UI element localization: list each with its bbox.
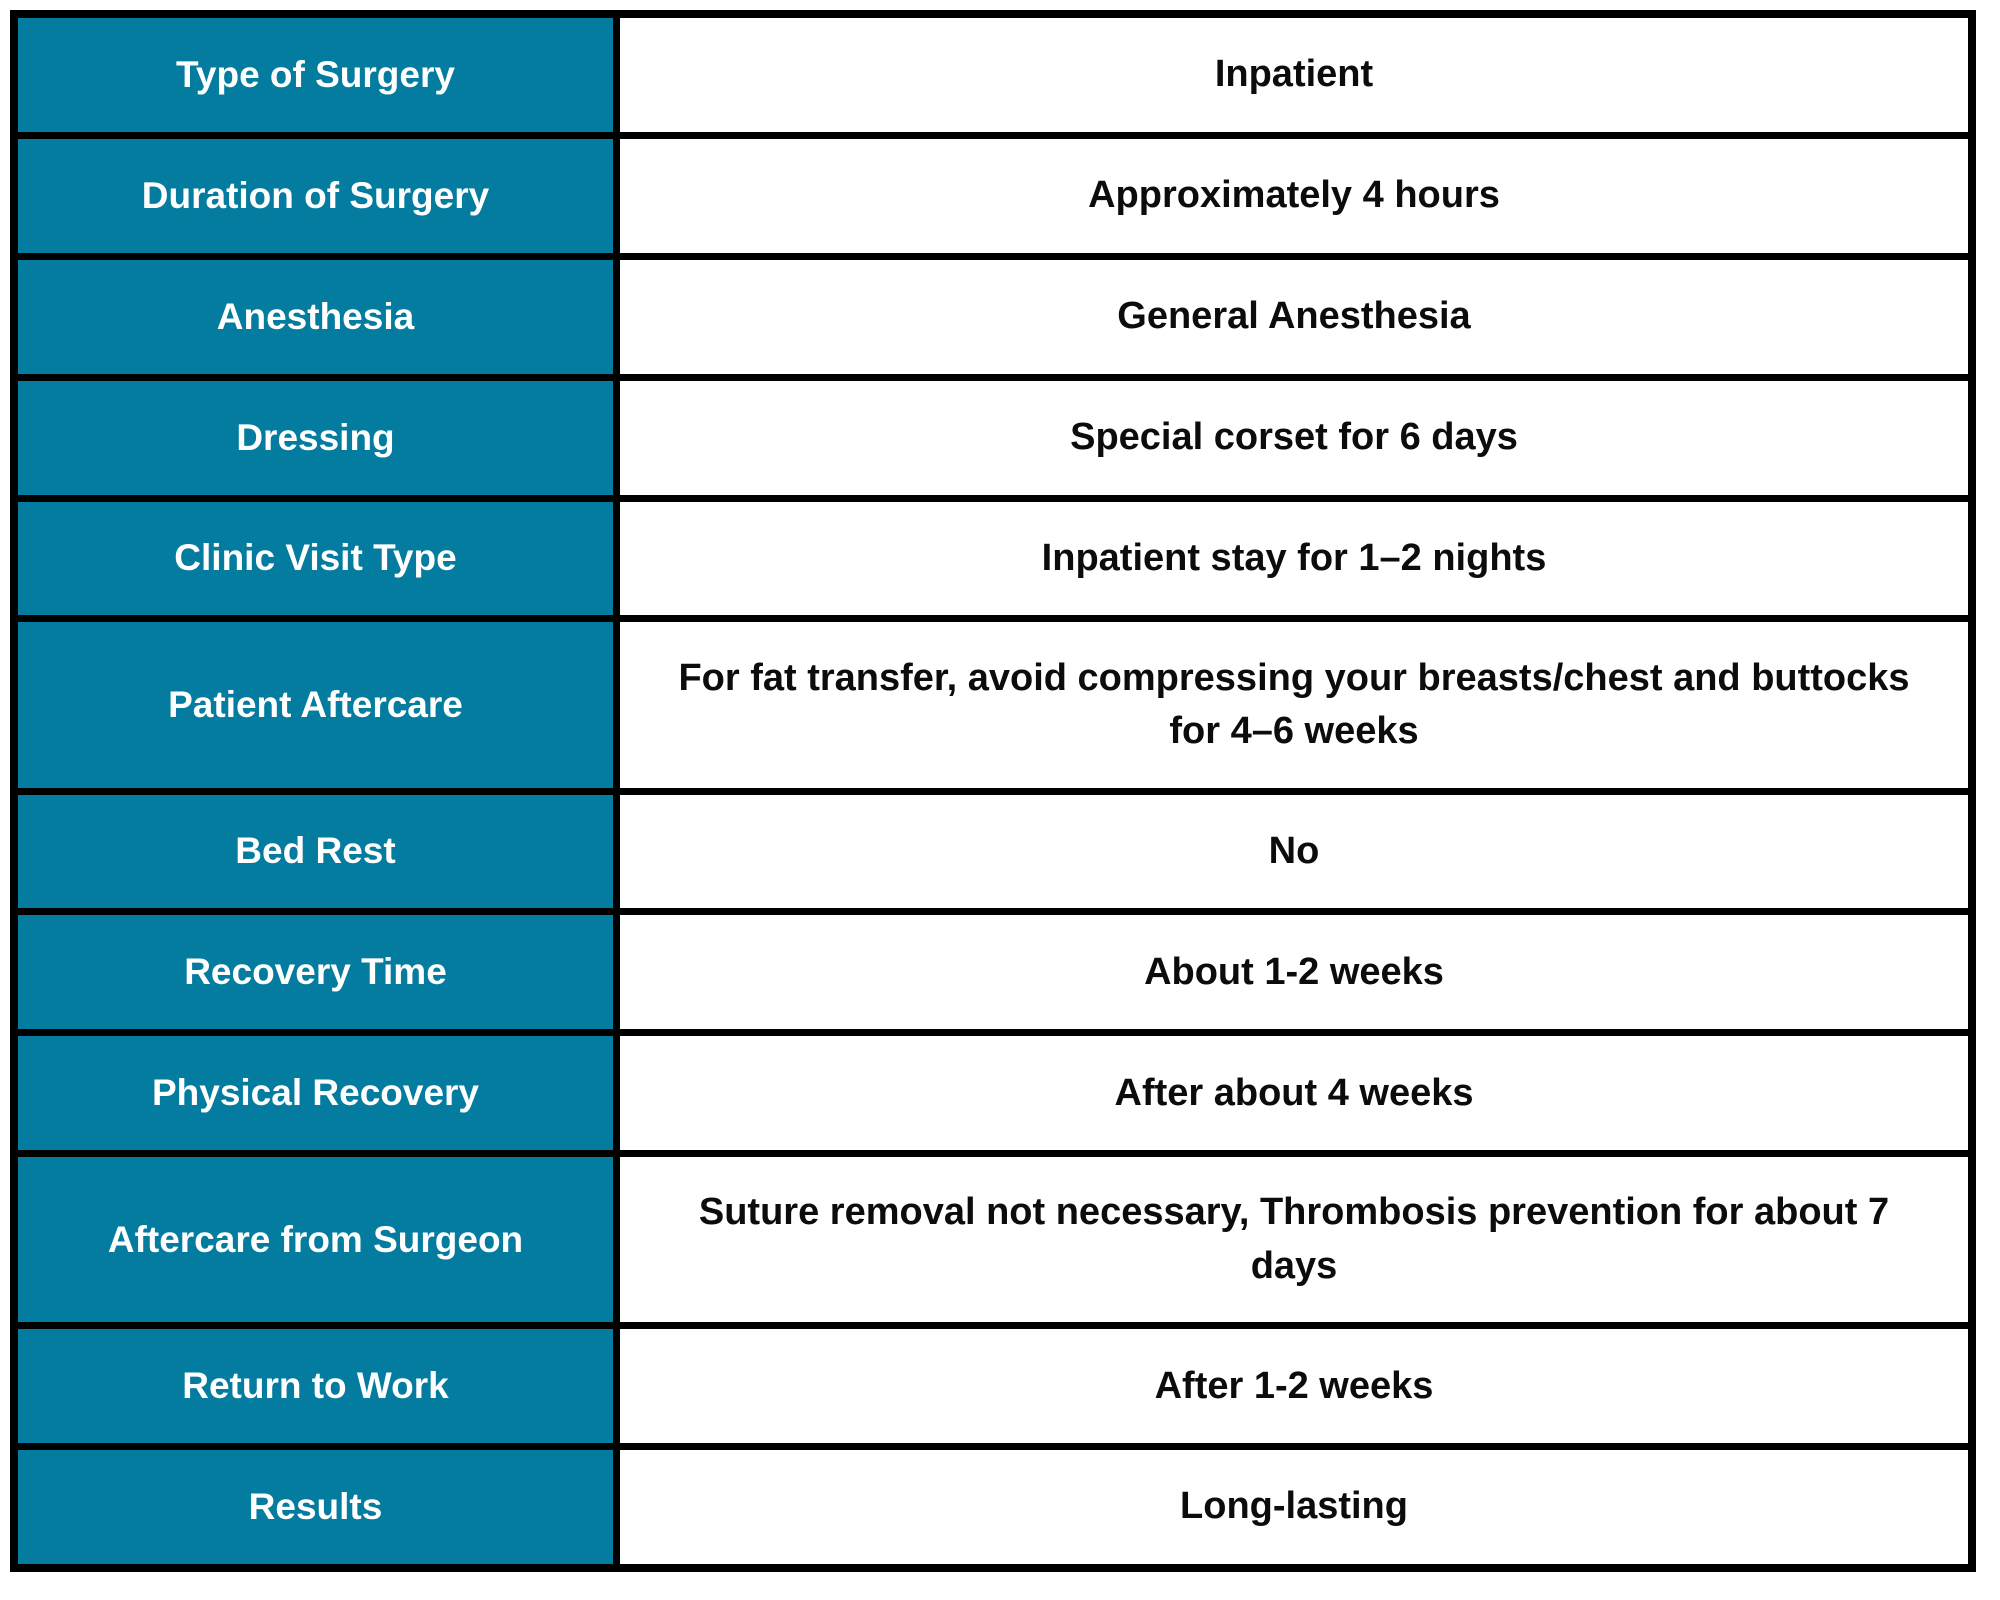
- row-value-dressing: Special corset for 6 days: [620, 380, 1968, 495]
- row-label-aftercare-from-surgeon: Aftercare from Surgeon: [18, 1157, 613, 1323]
- row-label-results: Results: [18, 1450, 613, 1564]
- row-value-anesthesia: General Anesthesia: [620, 259, 1968, 374]
- row-label-dressing: Dressing: [18, 380, 613, 495]
- row-label-physical-recovery: Physical Recovery: [18, 1036, 613, 1151]
- row-value-bed-rest: No: [620, 794, 1968, 909]
- row-value-patient-aftercare: For fat transfer, avoid compressing your…: [620, 622, 1968, 788]
- row-label-anesthesia: Anesthesia: [18, 259, 613, 374]
- row-label-recovery-time: Recovery Time: [18, 915, 613, 1030]
- row-label-type-of-surgery: Type of Surgery: [18, 18, 613, 132]
- row-value-type-of-surgery: Inpatient: [620, 18, 1968, 132]
- row-label-bed-rest: Bed Rest: [18, 794, 613, 909]
- row-label-return-to-work: Return to Work: [18, 1329, 613, 1444]
- row-value-aftercare-from-surgeon: Suture removal not necessary, Thrombosis…: [620, 1157, 1968, 1323]
- surgery-info-table: Type of Surgery Inpatient Duration of Su…: [10, 10, 1976, 1572]
- row-value-physical-recovery: After about 4 weeks: [620, 1036, 1968, 1151]
- row-value-return-to-work: After 1-2 weeks: [620, 1329, 1968, 1444]
- row-label-duration-of-surgery: Duration of Surgery: [18, 138, 613, 253]
- row-label-clinic-visit-type: Clinic Visit Type: [18, 501, 613, 616]
- row-value-clinic-visit-type: Inpatient stay for 1–2 nights: [620, 501, 1968, 616]
- row-value-duration-of-surgery: Approximately 4 hours: [620, 138, 1968, 253]
- row-label-patient-aftercare: Patient Aftercare: [18, 622, 613, 788]
- row-value-results: Long-lasting: [620, 1450, 1968, 1564]
- row-value-recovery-time: About 1-2 weeks: [620, 915, 1968, 1030]
